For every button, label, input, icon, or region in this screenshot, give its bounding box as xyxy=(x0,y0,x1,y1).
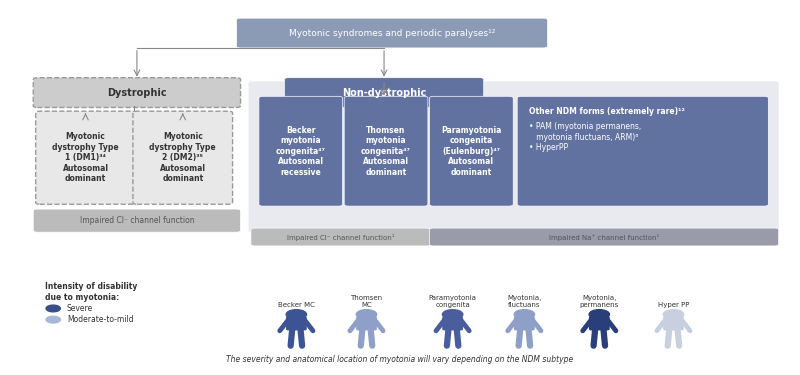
Text: Myotonic
dystrophy Type
1 (DM1)³⁴
Autosomal
dominant: Myotonic dystrophy Type 1 (DM1)³⁴ Autoso… xyxy=(52,132,119,183)
Text: Intensity of disability
due to myotonia:: Intensity of disability due to myotonia: xyxy=(46,282,138,302)
FancyBboxPatch shape xyxy=(36,111,135,204)
Circle shape xyxy=(663,310,684,319)
FancyBboxPatch shape xyxy=(249,81,778,232)
Circle shape xyxy=(589,310,610,319)
Text: Myotonic syndromes and periodic paralyses¹²: Myotonic syndromes and periodic paralyse… xyxy=(289,28,495,38)
FancyBboxPatch shape xyxy=(442,316,463,330)
Text: Paramyotonia
congenita
(Eulenburg)⁴⁷
Autosomal
dominant: Paramyotonia congenita (Eulenburg)⁴⁷ Aut… xyxy=(441,126,502,177)
Circle shape xyxy=(514,310,534,319)
FancyBboxPatch shape xyxy=(286,316,306,330)
Text: Paramyotonia
congenita: Paramyotonia congenita xyxy=(429,296,477,309)
Text: Thomsen
MC: Thomsen MC xyxy=(350,296,382,309)
FancyBboxPatch shape xyxy=(259,96,342,206)
Text: Impaired Cl⁻ channel function: Impaired Cl⁻ channel function xyxy=(80,216,194,225)
Text: Impaired Cl⁻ channel function¹: Impaired Cl⁻ channel function¹ xyxy=(287,234,394,240)
Text: • PAM (myotonia permanens,
   myotonia fluctuans, ARM)⁶
• HyperPP: • PAM (myotonia permanens, myotonia fluc… xyxy=(529,122,642,152)
Text: Myotonia,
permanens: Myotonia, permanens xyxy=(580,296,619,309)
FancyBboxPatch shape xyxy=(430,228,778,246)
FancyBboxPatch shape xyxy=(517,96,768,206)
Circle shape xyxy=(286,310,306,319)
Circle shape xyxy=(46,316,60,323)
Text: Myotonia,
fluctuans: Myotonia, fluctuans xyxy=(507,296,542,309)
FancyBboxPatch shape xyxy=(344,96,428,206)
Circle shape xyxy=(46,305,60,312)
Text: Other NDM forms (extremely rare)¹²: Other NDM forms (extremely rare)¹² xyxy=(529,108,685,117)
Text: The severity and anatomical location of myotonia will vary depending on the NDM : The severity and anatomical location of … xyxy=(226,355,574,364)
FancyBboxPatch shape xyxy=(356,316,377,330)
Text: Becker
myotonia
congenita⁴⁷
Autosomal
recessive: Becker myotonia congenita⁴⁷ Autosomal re… xyxy=(276,126,326,177)
FancyBboxPatch shape xyxy=(589,316,610,330)
Text: Becker MC: Becker MC xyxy=(278,303,314,309)
Text: Myotonic
dystrophy Type
2 (DM2)³⁵
Autosomal
dominant: Myotonic dystrophy Type 2 (DM2)³⁵ Autoso… xyxy=(150,132,216,183)
Text: Moderate-to-mild: Moderate-to-mild xyxy=(66,315,134,324)
Text: Non-dystrophic: Non-dystrophic xyxy=(342,88,426,98)
FancyBboxPatch shape xyxy=(285,78,484,108)
FancyBboxPatch shape xyxy=(663,316,684,330)
FancyBboxPatch shape xyxy=(34,209,241,232)
Text: Thomsen
myotonia
congenita⁴⁷
Autosomal
dominant: Thomsen myotonia congenita⁴⁷ Autosomal d… xyxy=(361,126,411,177)
FancyBboxPatch shape xyxy=(237,18,547,48)
FancyBboxPatch shape xyxy=(34,78,241,108)
Text: Dystrophic: Dystrophic xyxy=(107,88,166,98)
FancyBboxPatch shape xyxy=(133,111,233,204)
FancyBboxPatch shape xyxy=(514,316,534,330)
Text: Impaired Na⁺ channel function¹: Impaired Na⁺ channel function¹ xyxy=(549,234,659,240)
Circle shape xyxy=(356,310,377,319)
FancyBboxPatch shape xyxy=(251,228,430,246)
Text: Severe: Severe xyxy=(66,304,93,313)
Circle shape xyxy=(442,310,463,319)
FancyBboxPatch shape xyxy=(430,96,514,206)
Text: Hyper PP: Hyper PP xyxy=(658,303,689,309)
